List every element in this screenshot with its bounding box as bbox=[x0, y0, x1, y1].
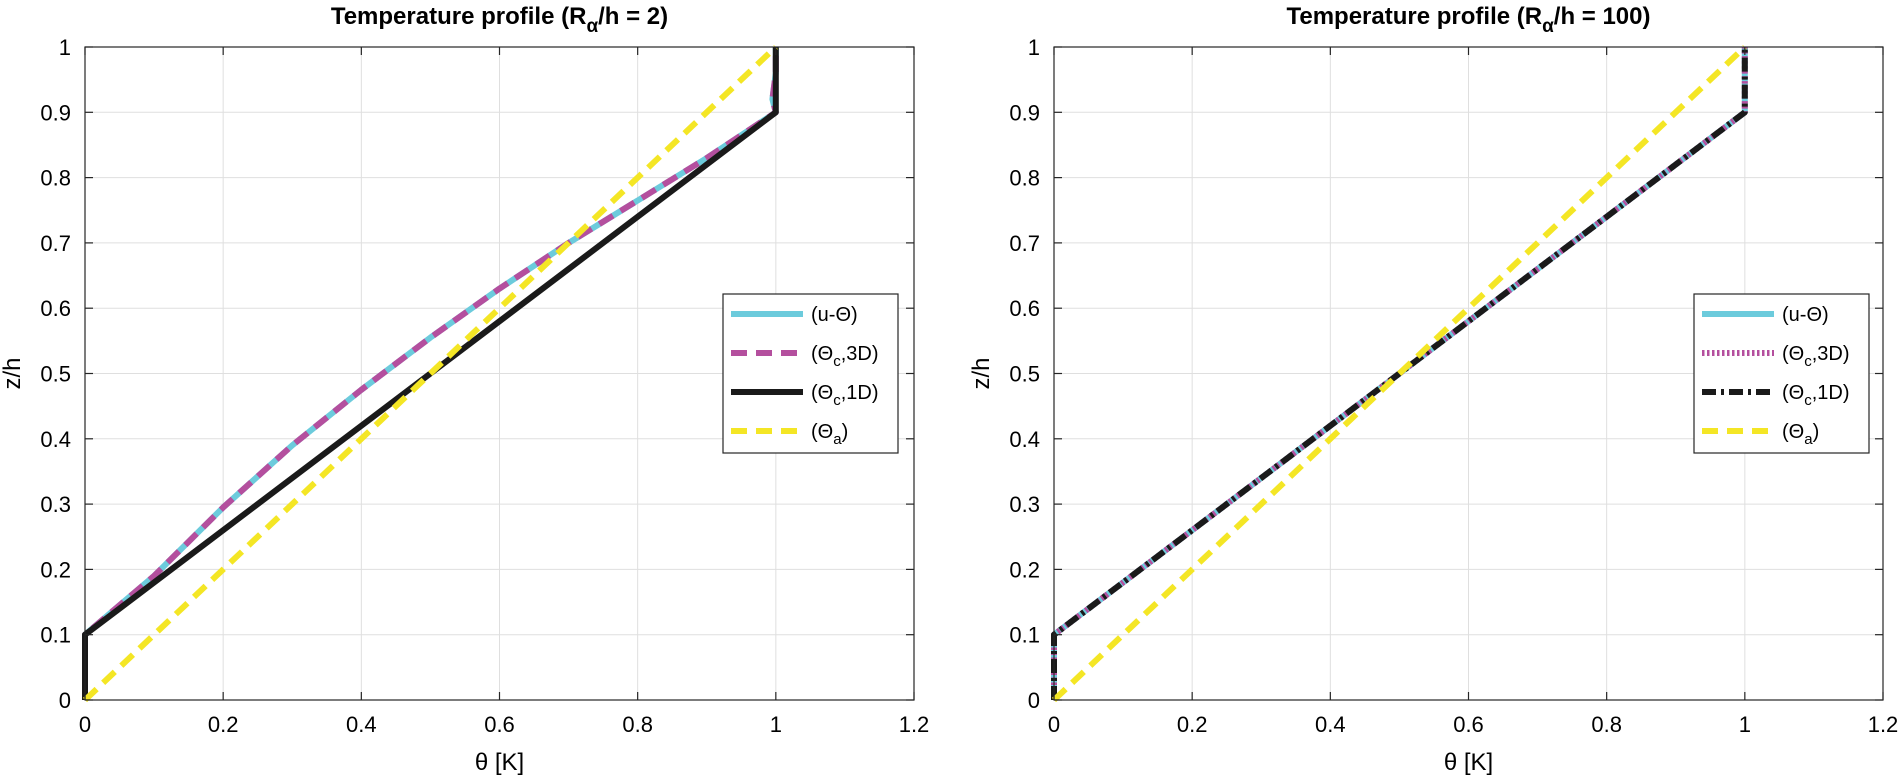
x-tick-label: 0.2 bbox=[1177, 712, 1208, 737]
y-tick-label: 0.6 bbox=[1009, 296, 1040, 321]
y-tick-label: 0.2 bbox=[40, 557, 71, 582]
y-tick-label: 0.4 bbox=[40, 427, 71, 452]
legend-label-rest: ,1D) bbox=[1812, 382, 1850, 404]
y-tick-label: 0.5 bbox=[1009, 362, 1040, 387]
y-tick-label: 1 bbox=[1028, 35, 1040, 60]
title-main: Temperature profile (R bbox=[1286, 3, 1542, 30]
series-line-4 bbox=[1051, 44, 1747, 703]
legend-label-4: (Θa) bbox=[811, 421, 848, 448]
legend-label-rest: ,3D) bbox=[1812, 343, 1850, 365]
x-tick-label: 0.8 bbox=[622, 712, 653, 737]
legend-label-main: (u-Θ) bbox=[811, 304, 858, 326]
y-tick-label: 0.9 bbox=[1009, 100, 1040, 125]
legend-label-main: (Θ bbox=[1782, 343, 1804, 365]
x-tick-label: 0.6 bbox=[1453, 712, 1484, 737]
y-axis-label: z/h bbox=[0, 357, 26, 389]
chart-title: Temperature profile (Rα/h = 100) bbox=[1286, 3, 1650, 37]
x-tick-label: 0.6 bbox=[484, 712, 515, 737]
y-tick-label: 0.2 bbox=[1009, 557, 1040, 582]
legend-label-main: (Θ bbox=[811, 421, 833, 443]
y-tick-label: 0.7 bbox=[40, 231, 71, 256]
x-tick-label: 0.4 bbox=[1315, 712, 1346, 737]
legend-label-subscript: a bbox=[1804, 431, 1813, 448]
legend-label-rest: ,3D) bbox=[841, 343, 879, 365]
x-axis-label: θ [K] bbox=[1444, 749, 1493, 776]
title-rest: /h = 100) bbox=[1554, 3, 1651, 30]
y-tick-label: 0 bbox=[1028, 688, 1040, 713]
x-tick-label: 0.8 bbox=[1591, 712, 1622, 737]
legend-label-rest: ,1D) bbox=[841, 382, 879, 404]
y-tick-label: 0.8 bbox=[40, 166, 71, 191]
title-rest: /h = 2) bbox=[598, 3, 668, 30]
legend-label-subscript: c bbox=[833, 353, 841, 370]
x-tick-label: 1.2 bbox=[1868, 712, 1899, 737]
x-tick-label: 1.2 bbox=[899, 712, 930, 737]
y-tick-label: 0.3 bbox=[1009, 492, 1040, 517]
ticks: 0 0.2 0.4 0.6 0.8 1 1.2 0 0.1 0.2 0.3 0.4 0.5 0.6 0.7 0… bbox=[1009, 35, 1898, 737]
x-tick-label: 0.4 bbox=[346, 712, 377, 737]
legend-label-subscript: c bbox=[833, 392, 841, 409]
y-axis-label: z/h bbox=[968, 357, 995, 389]
legend-label-2: (Θc,3D) bbox=[1782, 343, 1850, 370]
legend-box bbox=[1693, 293, 1870, 454]
legend-label-main: (Θ bbox=[1782, 421, 1804, 443]
y-tick-label: 0.5 bbox=[40, 362, 71, 387]
x-axis-label: θ [K] bbox=[475, 749, 524, 776]
legend-label-main: (u-Θ) bbox=[1782, 304, 1829, 326]
x-tick-label: 0 bbox=[1048, 712, 1060, 737]
legend: (u-Θ)(Θc,3D)(Θc,1D)(Θa) bbox=[1693, 293, 1870, 454]
legend: (u-Θ)(Θc,3D)(Θc,1D)(Θa) bbox=[722, 293, 899, 454]
legend-label-main: (Θ bbox=[811, 382, 833, 404]
y-tick-label: 0.1 bbox=[40, 623, 71, 648]
legend-label-2: (Θc,3D) bbox=[811, 343, 879, 370]
legend-label-rest: ) bbox=[1813, 421, 1820, 443]
y-tick-label: 0.6 bbox=[40, 296, 71, 321]
title-subscript: α bbox=[1542, 16, 1554, 37]
x-tick-label: 1 bbox=[1739, 712, 1751, 737]
x-tick-label: 1 bbox=[770, 712, 782, 737]
y-tick-label: 0.3 bbox=[40, 492, 71, 517]
legend-label-rest: ) bbox=[842, 421, 849, 443]
y-tick-label: 0.8 bbox=[1009, 166, 1040, 191]
legend-label-4: (Θa) bbox=[1782, 421, 1819, 448]
x-tick-label: 0.2 bbox=[208, 712, 239, 737]
x-tick-label: 0 bbox=[79, 712, 91, 737]
y-tick-label: 0.7 bbox=[1009, 231, 1040, 256]
y-tick-label: 0.9 bbox=[40, 100, 71, 125]
title-subscript: α bbox=[586, 16, 598, 37]
chart-panel-2: 0 0.2 0.4 0.6 0.8 1 1.2 0 0.1 0.2 0.3 0.4 0.5 0.6 0.7 0… bbox=[968, 3, 1898, 776]
title-main: Temperature profile (R bbox=[331, 3, 587, 30]
chart-panel-1: 0 0.2 0.4 0.6 0.8 1 1.2 0 0.1 0.2 0.3 0.4 0.5 0.6 0.7 0… bbox=[0, 3, 929, 776]
legend-label-main: (Θ bbox=[811, 343, 833, 365]
y-tick-label: 0.1 bbox=[1009, 623, 1040, 648]
chart-title: Temperature profile (Rα/h = 2) bbox=[331, 3, 668, 37]
legend-label-1: (u-Θ) bbox=[811, 304, 858, 326]
legend-label-main: (Θ bbox=[1782, 382, 1804, 404]
y-tick-label: 1 bbox=[59, 35, 71, 60]
legend-label-subscript: a bbox=[833, 431, 842, 448]
legend-label-subscript: c bbox=[1804, 392, 1812, 409]
legend-label-1: (u-Θ) bbox=[1782, 304, 1829, 326]
legend-label-3: (Θc,1D) bbox=[811, 382, 879, 409]
legend-box bbox=[722, 293, 899, 454]
y-tick-label: 0.4 bbox=[1009, 427, 1040, 452]
series-line-4 bbox=[82, 44, 778, 703]
legend-label-3: (Θc,1D) bbox=[1782, 382, 1850, 409]
legend-label-subscript: c bbox=[1804, 353, 1812, 370]
ticks: 0 0.2 0.4 0.6 0.8 1 1.2 0 0.1 0.2 0.3 0.4 0.5 0.6 0.7 0… bbox=[40, 35, 929, 737]
y-tick-label: 0 bbox=[59, 688, 71, 713]
